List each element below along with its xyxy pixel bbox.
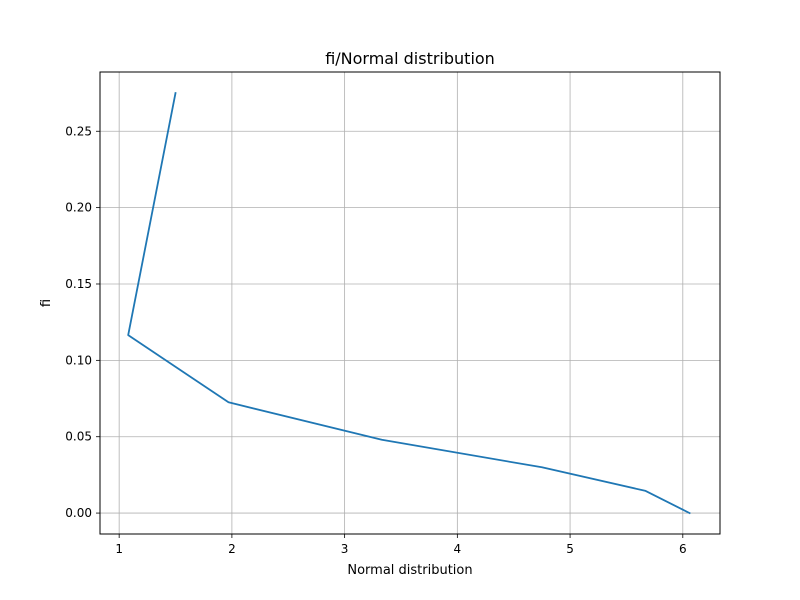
axes-frame [99,71,721,535]
y-tick-label: 0.05 [65,430,92,444]
x-tick-label: 3 [341,542,349,556]
y-axis-label: fi [39,299,54,307]
x-tick-label: 6 [679,542,687,556]
series-layer [127,92,691,515]
plot-area [100,72,720,534]
y-axis-ticks: 0.00 0.05 0.10 0.15 0.20 0.25 [65,124,100,520]
y-tick-label: 0.00 [65,506,92,520]
y-tick-label: 0.20 [65,201,92,215]
x-axis-ticks: 1 2 3 4 5 6 [115,534,687,556]
series-line-0 [127,92,691,515]
y-tick-label: 0.25 [65,124,92,138]
y-tick-label: 0.15 [65,277,92,291]
x-tick-label: 1 [115,542,123,556]
x-axis-label: Normal distribution [347,563,472,578]
grid-lines [100,72,720,534]
x-tick-label: 5 [566,542,574,556]
y-tick-label: 0.10 [65,353,92,367]
x-tick-label: 2 [228,542,236,556]
chart-title: fi/Normal distribution [325,49,495,68]
x-tick-label: 4 [454,542,462,556]
